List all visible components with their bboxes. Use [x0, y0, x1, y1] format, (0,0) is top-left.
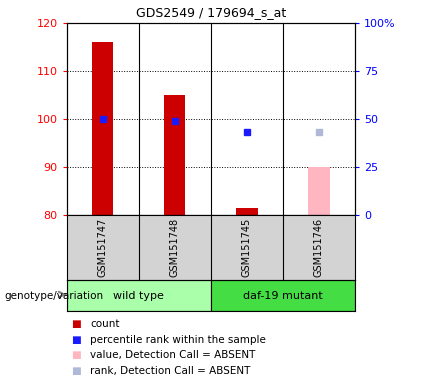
Text: GSM151748: GSM151748: [170, 218, 180, 277]
Title: GDS2549 / 179694_s_at: GDS2549 / 179694_s_at: [135, 6, 286, 19]
Text: GSM151745: GSM151745: [242, 218, 252, 277]
Text: count: count: [90, 319, 120, 329]
Bar: [211, 280, 355, 311]
Text: percentile rank within the sample: percentile rank within the sample: [90, 335, 266, 345]
Text: ■: ■: [71, 319, 81, 329]
Bar: [236, 208, 258, 215]
Bar: [67, 280, 211, 311]
Text: ■: ■: [71, 366, 81, 376]
Text: GSM151747: GSM151747: [98, 218, 108, 277]
Text: GSM151746: GSM151746: [314, 218, 324, 277]
Text: rank, Detection Call = ABSENT: rank, Detection Call = ABSENT: [90, 366, 251, 376]
Bar: [164, 95, 185, 215]
Bar: [308, 167, 329, 215]
Bar: [92, 42, 114, 215]
Text: wild type: wild type: [113, 291, 164, 301]
Text: value, Detection Call = ABSENT: value, Detection Call = ABSENT: [90, 350, 256, 360]
Text: daf-19 mutant: daf-19 mutant: [243, 291, 322, 301]
Text: ■: ■: [71, 335, 81, 345]
Text: genotype/variation: genotype/variation: [4, 291, 104, 301]
Text: ■: ■: [71, 350, 81, 360]
